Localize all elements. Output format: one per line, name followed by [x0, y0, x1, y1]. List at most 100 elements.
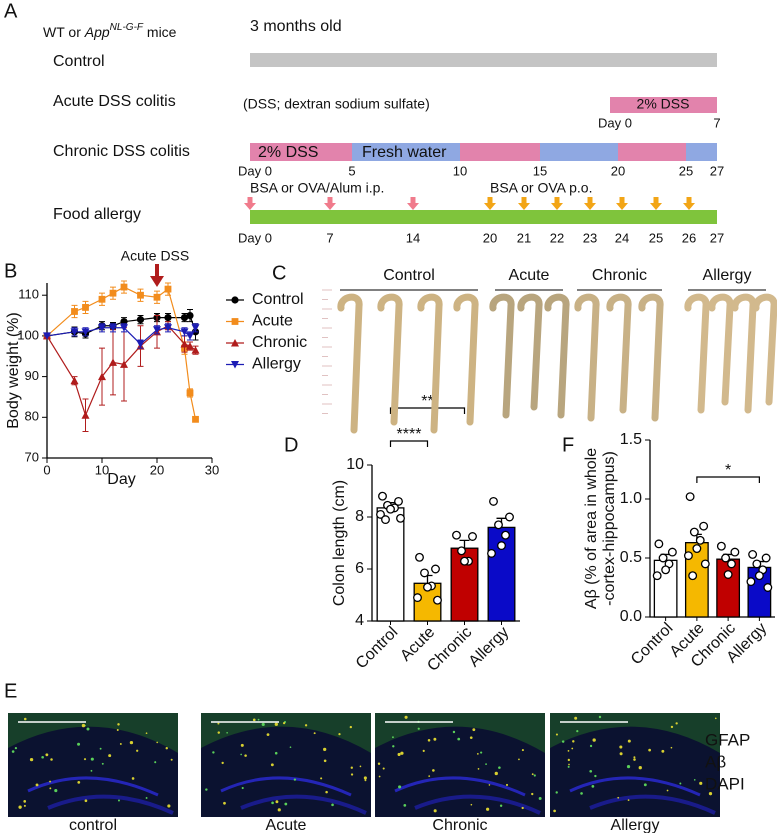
stain-dot: [131, 777, 135, 780]
stain-dot: [494, 771, 498, 776]
stain-dot: [117, 723, 120, 726]
day-label: 20: [483, 230, 497, 245]
chronic-segment: [686, 143, 717, 161]
significance-label: **: [421, 393, 433, 410]
stain-dot: [136, 749, 139, 752]
day-label: 10: [453, 163, 467, 178]
stain-dot: [84, 799, 88, 803]
stain-dot: [364, 779, 367, 782]
stain-dot: [679, 782, 682, 785]
hippocampus-layer: [220, 776, 352, 797]
data-point: [754, 571, 764, 581]
colon: [377, 293, 403, 426]
stain-dot: [670, 746, 673, 749]
stain-dot: [422, 749, 425, 752]
cortex-layer: [201, 713, 371, 753]
stain-dot: [457, 737, 461, 741]
stain-dot: [589, 744, 593, 748]
x-axis-label: Day: [107, 471, 135, 488]
stain-dot: [643, 783, 647, 787]
y-tick-label: 10: [346, 456, 364, 473]
stain-dot: [568, 763, 570, 766]
treatment-label: 2% DSS: [637, 96, 690, 112]
stain-dot: [313, 732, 316, 735]
dose-arrow: [653, 197, 659, 203]
day-label: 7: [713, 115, 720, 130]
stain-dot: [571, 747, 574, 750]
stain-dot: [275, 800, 279, 804]
y-tick-label: 8: [355, 508, 364, 525]
data-point: [746, 577, 756, 587]
y-tick-label: 1.5: [620, 431, 642, 448]
stain-dot: [77, 742, 81, 746]
stain-dot: [217, 722, 220, 725]
stain-dot: [325, 790, 328, 794]
significance-label: *: [725, 462, 731, 479]
panel-label: D: [284, 434, 298, 456]
dose-arrow-head: [584, 203, 596, 210]
marker: [186, 342, 194, 350]
stain-dot: [521, 806, 524, 810]
colon: [752, 293, 777, 406]
panel-label: B: [4, 260, 17, 282]
series-line: [46, 286, 197, 420]
chronic-segment: [460, 143, 540, 161]
data-point: [685, 492, 695, 502]
dose-arrow: [619, 197, 625, 203]
stain-dot: [154, 761, 157, 764]
stain-dot: [505, 783, 509, 786]
data-point: [695, 535, 705, 545]
y-tick-label: 70: [25, 449, 39, 464]
stain-dot: [77, 780, 81, 784]
x-tick-label: 0: [43, 462, 50, 477]
marker: [81, 411, 90, 419]
stain-dot: [499, 804, 503, 807]
stain-dot: [54, 789, 58, 793]
day-label: 23: [583, 230, 597, 245]
dose-arrow: [587, 197, 593, 203]
stain-dot: [252, 718, 256, 722]
data-point: [752, 559, 762, 569]
stain-dot: [589, 769, 593, 773]
y-tick-label: 100: [17, 327, 39, 342]
stain-dot: [101, 762, 104, 765]
day-label: Day 0: [238, 230, 272, 245]
marker: [186, 311, 194, 320]
dose-arrow-head: [616, 203, 628, 210]
group-label: Chronic DSS colitis: [53, 143, 190, 160]
stain-dot: [145, 732, 148, 735]
cortex-layer: [375, 713, 545, 753]
series-line: [46, 327, 196, 345]
stain-dot: [49, 787, 52, 790]
marker: [136, 316, 145, 324]
marker: [81, 328, 90, 336]
stain-dot: [23, 717, 27, 721]
chronic-segment: [352, 143, 460, 161]
stain-dot: [266, 733, 270, 737]
marker: [153, 293, 161, 301]
data-point: [487, 548, 496, 558]
stain-dot: [485, 763, 487, 766]
day-label: Day 0: [238, 163, 272, 178]
stain-dot: [226, 731, 228, 734]
stain-dot: [518, 758, 520, 761]
panel-label: A: [4, 0, 18, 22]
data-point: [727, 559, 736, 569]
series-line: [46, 324, 196, 417]
data-point: [700, 559, 710, 569]
stain-dot: [81, 723, 86, 728]
hippocampus-layer: [569, 776, 701, 797]
stain-dot: [331, 803, 334, 807]
day-label: 26: [682, 230, 696, 245]
stain-dot: [99, 747, 102, 750]
stain-dot: [83, 758, 87, 761]
dose-arrow-head: [244, 203, 256, 210]
error-bar: [459, 539, 470, 549]
day-label: 25: [679, 163, 693, 178]
stain-dot: [561, 740, 565, 743]
stain-dot: [619, 745, 623, 749]
colon: [638, 293, 664, 422]
colon: [337, 293, 363, 434]
dose-arrow-head: [551, 203, 563, 210]
stain-dot: [538, 796, 542, 800]
